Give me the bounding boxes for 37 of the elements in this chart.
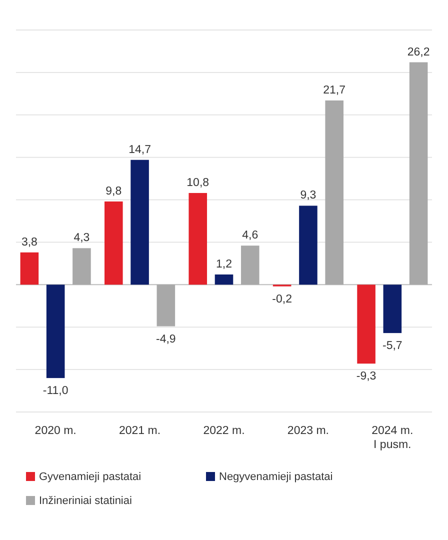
- bar: [188, 192, 208, 285]
- legend-label: Gyvenamieji pastatai: [39, 471, 142, 483]
- x-tick-label: 2021 m.: [119, 425, 161, 437]
- bar: [72, 248, 91, 285]
- x-tick-label: 2022 m.: [203, 425, 245, 437]
- bar: [104, 201, 123, 285]
- data-label: 26,2: [407, 46, 430, 58]
- legend-label: Negyvenamieji pastatai: [219, 471, 333, 483]
- data-label: -9,3: [356, 370, 376, 383]
- data-label: 21,7: [323, 84, 346, 96]
- bar: [383, 284, 402, 334]
- data-label: -11,0: [42, 385, 68, 398]
- x-tick-label: 2024 m. I pusm.: [372, 425, 414, 451]
- data-label: -0,2: [272, 293, 292, 306]
- bar: [130, 160, 149, 285]
- bar: [409, 62, 428, 285]
- data-label: 4,3: [74, 232, 90, 244]
- data-label: 4,6: [242, 230, 258, 242]
- x-tick-label: 2020 m.: [34, 425, 76, 437]
- data-label: 10,8: [186, 176, 210, 189]
- data-label: 9,8: [106, 185, 122, 198]
- data-label: -4,9: [156, 333, 176, 346]
- bar: [325, 100, 344, 285]
- bar: [240, 246, 260, 285]
- data-label: 9,3: [300, 190, 316, 202]
- data-label: -5,7: [382, 340, 402, 352]
- x-tick-label: 2023 m.: [287, 425, 329, 437]
- bar: [46, 284, 65, 378]
- data-label: 1,2: [216, 258, 232, 270]
- bar: [20, 252, 39, 285]
- bar: [156, 284, 176, 326]
- bar: [299, 206, 318, 285]
- data-label: 14,7: [128, 144, 151, 156]
- bar: [214, 274, 234, 285]
- legend-label: Inžineriniai statiniai: [39, 495, 132, 507]
- data-label: 3,8: [21, 236, 38, 248]
- bar: [357, 284, 376, 364]
